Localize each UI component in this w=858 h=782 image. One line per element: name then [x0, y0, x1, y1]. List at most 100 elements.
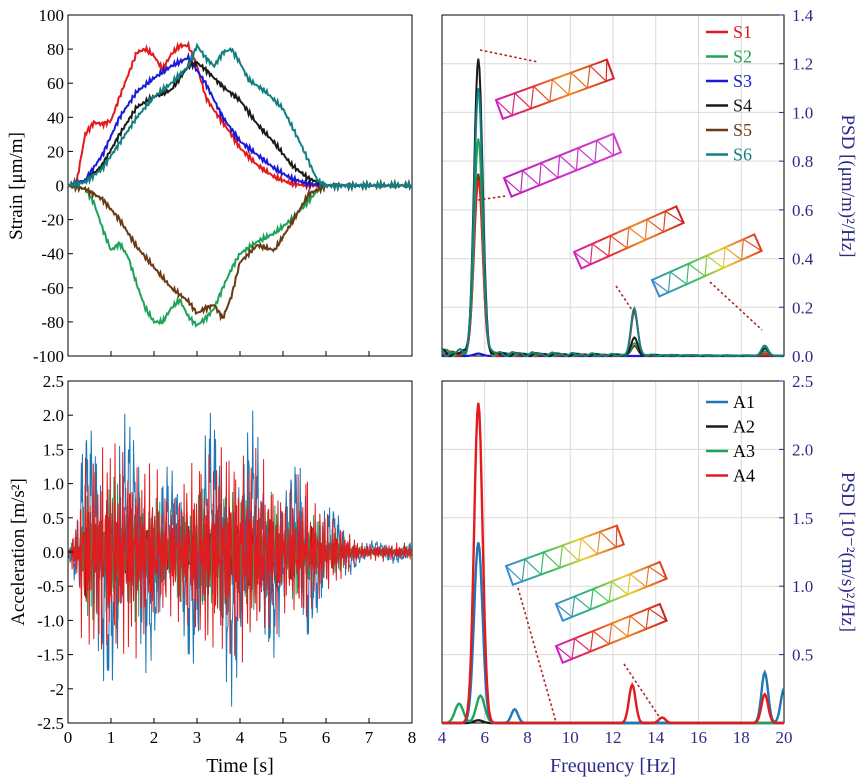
x-tick-label: 5: [279, 728, 288, 747]
axis-ticks: 0.5 1.0 1.5 2.0 2.5 4 6 8 10 12 14 16 18 20: [438, 372, 814, 747]
series-line-s2: [67, 178, 413, 328]
x-axis-label: Time [s]: [206, 755, 274, 777]
x-tick-label: 6: [322, 728, 331, 747]
legend-label-a4: A4: [733, 466, 755, 486]
y-tick-label: 80: [47, 40, 64, 59]
y-tick-label: 0.0: [792, 347, 813, 366]
y-axis-ticks: -100 -80 -60 -40 -20 0 20 40 60 80 100: [33, 6, 413, 366]
x-axis-label: Frequency [Hz]: [550, 755, 676, 777]
mode-shape-4-strain: [650, 233, 763, 298]
mode-shape-1-accel: [504, 524, 626, 587]
panel-accel-time: -2.5 -2 -1.5 -1.0 -0.5 0.0 0.5 1.0 1.5 2.0 2.5 0 1 2 3…: [8, 372, 416, 777]
y-tick-label: -20: [41, 211, 64, 230]
series-line-s5: [67, 178, 413, 322]
mode-leader-lines: [517, 587, 661, 723]
y-tick-label: -60: [41, 279, 64, 298]
acceleration-series: [67, 410, 413, 707]
y-tick-label: 0: [56, 177, 65, 196]
x-tick-label: 18: [733, 728, 750, 747]
legend-label-s2: S2: [733, 47, 752, 67]
y-tick-label: -100: [33, 347, 64, 366]
y-tick-label: -1.5: [37, 646, 64, 665]
y-tick-label: 0.5: [792, 646, 813, 665]
x-tick-label: 3: [193, 728, 202, 747]
y-tick-label: 1.0: [43, 475, 64, 494]
y-tick-label: 1.5: [792, 509, 813, 528]
y-tick-label: 2.0: [43, 406, 64, 425]
legend-label-s4: S4: [733, 96, 752, 116]
mode-leader-lines: [477, 49, 763, 331]
x-tick-label: 7: [365, 728, 374, 747]
legend-label-a1: A1: [733, 392, 755, 412]
y-tick-label: 1.5: [43, 440, 64, 459]
y-tick-label: -80: [41, 313, 64, 332]
legend-label-s1: S1: [733, 22, 752, 42]
x-tick-label: 16: [690, 728, 707, 747]
y-tick-label: -40: [41, 245, 64, 264]
x-tick-label: 14: [647, 728, 665, 747]
legend-label-a3: A3: [733, 441, 755, 461]
axis-ticks: -2.5 -2 -1.5 -1.0 -0.5 0.0 0.5 1.0 1.5 2.0 2.5 0 1 2 3…: [37, 372, 416, 747]
x-tick-label: 12: [605, 728, 622, 747]
y-tick-label: 0.2: [792, 298, 813, 317]
legend-label-a2: A2: [733, 417, 755, 437]
legend-label-s3: S3: [733, 71, 752, 91]
y-axis-ticks: 0.0 0.2 0.4 0.6 0.8 1.0 1.2 1.4: [779, 6, 814, 366]
strain-psd-series: [441, 58, 785, 358]
accel-psd-series: [442, 402, 786, 725]
x-tick-label: 2: [150, 728, 159, 747]
y-tick-label: 0.5: [43, 509, 64, 528]
mode-shape-1-strain: [494, 58, 616, 121]
y-tick-label: -1.0: [37, 611, 64, 630]
y-tick-label: 0.6: [792, 201, 813, 220]
mode-shape-2-accel: [554, 560, 668, 622]
x-tick-label: 10: [562, 728, 579, 747]
y-tick-label: 0.4: [792, 250, 814, 269]
series-line-s4: [67, 59, 413, 192]
y-tick-label: 40: [47, 108, 64, 127]
series-line-s6: [67, 42, 413, 192]
mode-shape-3-accel: [554, 602, 668, 664]
legend-acceleration: A1 A2 A3 A4: [706, 392, 755, 486]
x-tick-label: 20: [776, 728, 793, 747]
y-tick-label: 1.0: [792, 577, 813, 596]
strain-series: [67, 40, 413, 328]
y-tick-label: 0.8: [792, 152, 813, 171]
x-tick-label: 8: [523, 728, 532, 747]
y-tick-label: 60: [47, 74, 64, 93]
y-tick-label: -2: [50, 680, 64, 699]
y-axis-label: Strain [μm/m]: [6, 132, 27, 240]
x-tick-label: 4: [236, 728, 245, 747]
y-tick-label: 100: [39, 6, 65, 25]
x-tick-label: 6: [481, 728, 490, 747]
legend-strain: S1 S2 S3 S4 S5 S6: [706, 22, 752, 165]
y-tick-label: 1.4: [792, 6, 814, 25]
x-tick-label: 1: [107, 728, 116, 747]
y-tick-label: 2.0: [792, 440, 813, 459]
psd-line-s6: [441, 88, 784, 358]
y-axis-label: Acceleration [m/s²]: [8, 478, 29, 626]
y-tick-label: 2.5: [792, 372, 813, 391]
accel-line-a4: [68, 443, 413, 663]
x-tick-label: 4: [438, 728, 447, 747]
y-tick-label: 1.2: [792, 55, 813, 74]
mode-shape-2-strain: [502, 132, 623, 198]
right-y-axis-label: PSD [10⁻²(m/s)²/Hz]: [837, 472, 858, 632]
x-tick-label: 8: [408, 728, 417, 747]
panel-strain-time: -100 -80 -60 -40 -20 0 20 40 60 80 100 Strain [μm/…: [6, 6, 413, 366]
y-tick-label: 2.5: [43, 372, 64, 391]
x-tick-label: 0: [64, 728, 73, 747]
y-tick-label: 0.0: [43, 543, 64, 562]
right-y-axis-label: PSD [(μm/m)²/Hz]: [837, 114, 858, 257]
y-tick-label: -0.5: [37, 577, 64, 596]
legend-label-s6: S6: [733, 145, 752, 165]
legend-label-s5: S5: [733, 120, 752, 140]
panel-accel-psd: 0.51.01.52.02.54 6 8 10 12 14 16 18 20 A1A2A3A4 …: [438, 372, 858, 777]
y-tick-label: 20: [47, 142, 64, 161]
y-tick-label: 1.0: [792, 103, 813, 122]
psd-line-a4: [442, 402, 784, 725]
series-line-s3: [67, 51, 413, 192]
y-tick-label: -2.5: [37, 714, 64, 733]
